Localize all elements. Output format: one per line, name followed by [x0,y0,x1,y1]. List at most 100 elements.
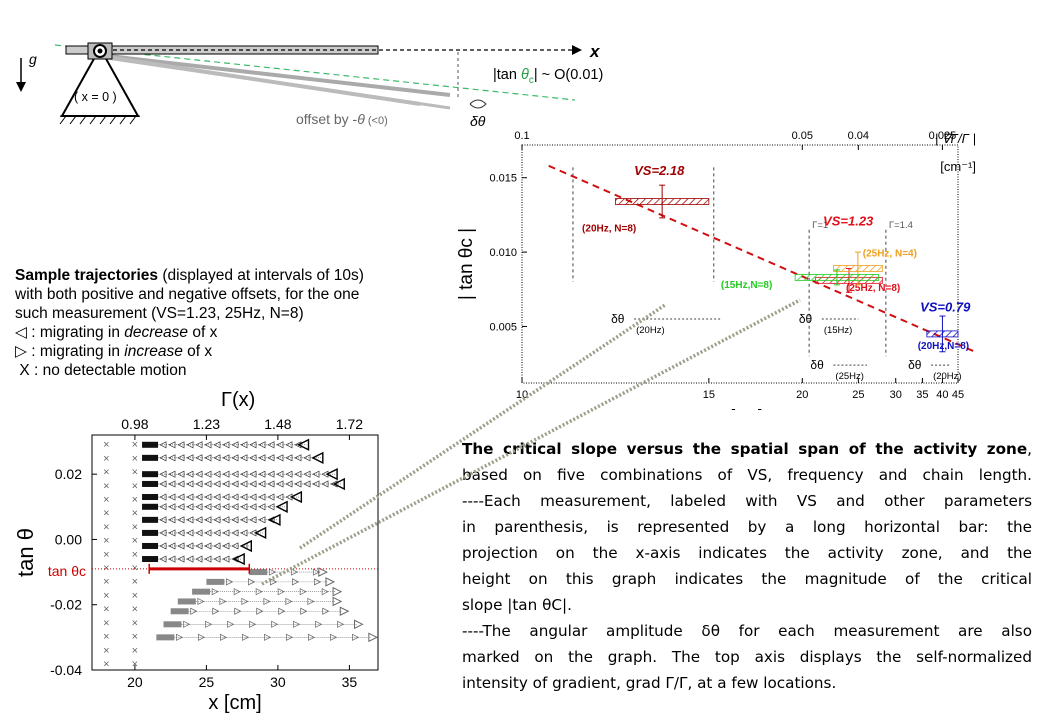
dtheta-marker-label: δθ [799,312,813,326]
left-arrow-marker [204,529,212,537]
left-arrow-marker [231,480,239,488]
critical-slope-line [54,44,576,101]
right-arrow-marker [277,588,285,596]
no-motion-marker: × [103,576,109,588]
left-arrow-marker [177,454,185,462]
dtheta-marker-params: (20Hz) [933,371,962,382]
vs-label: VS=1.23 [823,213,874,228]
no-motion-marker: × [103,494,109,506]
legend-title: Sample trajectories [15,267,159,284]
no-motion-marker: × [103,453,109,465]
left-arrow-marker [231,493,239,501]
left-arrow-marker [168,493,176,501]
no-motion-marker: × [103,521,109,533]
x-tick-label: 40 [936,389,948,401]
left-arrow-marker [177,516,185,524]
left-arrow-marker [222,542,230,550]
x-axis-title: x [cm] [208,692,261,714]
pivot-center [97,48,103,54]
right-arrow-marker [300,607,308,615]
right-arrow-marker [352,633,360,641]
left-arrow-marker [249,503,257,511]
right-arrow-marker [241,597,249,606]
no-motion-marker: × [132,576,138,588]
track-cluster [192,588,211,595]
trend-line [548,164,975,353]
right-arrow-marker [183,620,191,628]
dtheta-arc-icon [469,99,487,109]
left-arrow-marker [249,470,257,478]
top-tick-label: 0.025 [929,130,957,142]
right-arrow-marker [219,597,227,606]
left-arrow-marker [231,470,239,478]
right-arrow-marker [271,620,279,628]
x-tick-label: 25 [199,674,215,690]
top-tick-label: 1.48 [264,416,291,432]
critical-slope-chart: 10 15 20 25 30 35 40 45 0.005 0.010 0.015 0.1 0.05 0.… [456,130,975,410]
left-arrow-marker [222,441,230,449]
legend-line2: with both positive and negative offsets,… [15,286,360,303]
no-motion-marker: × [103,658,109,670]
description-line: based on five combinations of VS, freque… [462,466,1032,484]
right-arrow-marker [285,597,293,606]
left-arrow-marker [177,441,185,449]
track-cluster [142,441,159,448]
no-motion-marker: × [103,508,109,520]
track-cluster [206,578,225,585]
left-arrow-marker [231,441,239,449]
left-arrow-marker [177,493,185,501]
track-cluster [142,471,159,478]
right-arrow-marker [286,633,294,641]
y-axis-title: tan θ [13,528,38,577]
left-arrow-end [232,552,245,566]
left-arrow-marker [159,542,167,550]
left-arrow-end [332,477,345,491]
left-arrow-marker [213,470,221,478]
gamma-label: Γ=1.4 [889,220,913,231]
description-line: in parenthesis, is represented by a long… [462,518,1032,536]
left-arrow-marker [159,480,167,488]
left-arrow-marker [195,529,203,537]
right-arrow-marker [198,633,206,641]
left-arrow-marker [195,555,203,563]
left-arrow-marker [222,516,230,524]
right-arrow-marker [307,597,315,606]
left-arrow-marker [213,454,221,462]
no-motion-marker: × [132,453,138,465]
left-arrow-marker [222,529,230,537]
right-arrow-marker [256,607,264,615]
left-arrow-end [239,539,253,553]
legend-increase-row: ▷ : migrating in increase of x [15,343,213,360]
left-arrow-marker [249,441,257,449]
right-arrow-end [332,596,343,607]
no-motion-marker: × [103,549,109,561]
left-arrow-marker [186,542,194,550]
dtheta-label: δθ [470,113,486,129]
description: The critical slope versus the spatial sp… [462,436,1032,696]
trajectory-legend: Sample trajectories (displayed at interv… [15,266,445,380]
left-arrow-marker [168,516,176,524]
left-arrow-marker [222,503,230,511]
left-arrow-marker [249,493,257,501]
legend-no-motion-row: X : no detectable motion [19,362,187,379]
dtheta-marker-params: (25Hz) [835,371,864,382]
left-arrow-marker [231,516,239,524]
pivot-label: ( x = 0 ) [74,90,117,104]
left-arrow-marker [168,529,176,537]
left-arrow-marker [159,503,167,511]
dtheta-marker-params: (15Hz) [824,325,853,336]
no-motion-marker: × [132,604,138,616]
top-tick-label: 0.1 [514,130,529,142]
no-motion-marker: × [103,590,109,602]
description-line: ----The angular amplitude δθ for each me… [462,622,1032,640]
left-arrow-marker [204,480,212,488]
right-arrow-marker [337,620,345,628]
top-axis-label: | ∇Γ/Γ | [935,131,975,146]
x-tick-label: 35 [342,674,358,690]
left-arrow-marker [204,454,212,462]
left-arrow-marker [186,454,194,462]
no-motion-marker: × [132,617,138,629]
gravity-label: g [29,51,37,67]
left-arrow-marker [159,493,167,501]
x-mark-icon: X [19,362,30,379]
